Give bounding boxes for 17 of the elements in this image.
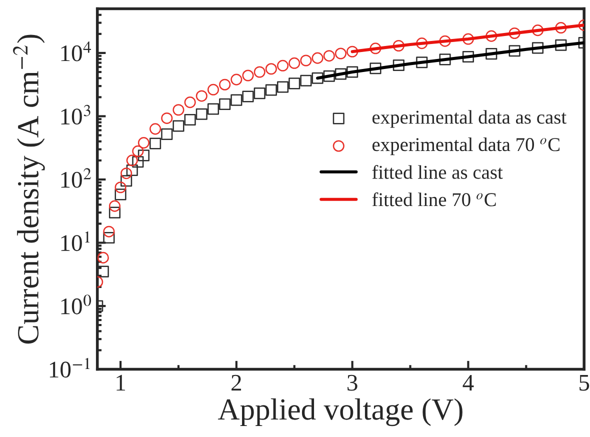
y-tick-label: 10$^{3}$ [61,104,90,125]
y-tick-label: 10$^{2}$ [61,168,92,188]
x-tick-label: 1 [116,374,126,391]
y-tick-label: 10$^{1}$ [61,231,90,252]
x-tick-label: 5 [580,375,590,391]
legend-label: fitted line as cast [372,165,503,179]
x-tick-label: 3 [348,374,358,391]
x-tick-label: 2 [232,374,242,391]
legend-label: fitted line 70 $^{o}$C [372,192,496,206]
x-tick-label: 4 [462,374,474,391]
legend-label: experimental data as cast [372,110,566,128]
y-tick-label: 10$^{−1}$ [50,358,90,378]
y-axis-title: Current density (A cm$^{−2}$) [13,34,45,344]
y-tick-label: 10$^{0}$ [61,294,92,314]
legend-label: experimental data 70 $^{o}$C [372,137,560,156]
x-axis-title: Applied voltage (V) [218,398,462,426]
y-tick-label: 10$^{4}$ [61,42,91,62]
